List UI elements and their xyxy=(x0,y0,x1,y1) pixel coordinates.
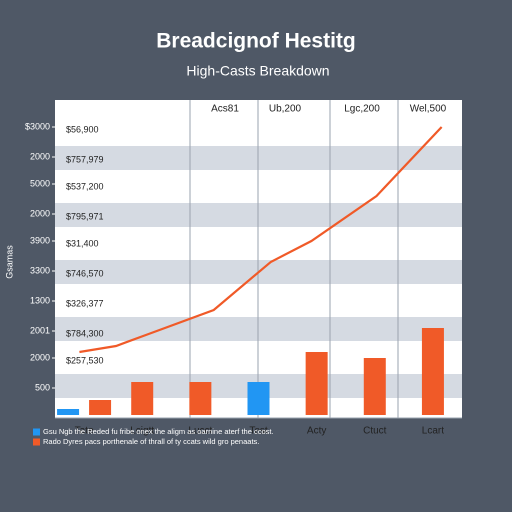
column-header: Acs81 xyxy=(211,104,239,115)
x-tick-label: Acty xyxy=(307,426,326,437)
legend-swatch xyxy=(33,428,40,436)
chart-title: Breadcignof Hestitg xyxy=(156,30,356,53)
row-label: $795,971 xyxy=(66,211,104,221)
x-tick-label: Lucct xyxy=(188,426,212,437)
legend-label: Rado Dyres pacs porthenale of thrall of … xyxy=(43,437,259,446)
row-label: $56,900 xyxy=(66,124,99,134)
y-tick-label: 3300 xyxy=(30,265,50,275)
column-dividers xyxy=(55,100,462,419)
row-label: $257,530 xyxy=(66,355,104,365)
column-header: Wel,500 xyxy=(410,104,447,115)
bar xyxy=(247,382,270,415)
row-label: $326,377 xyxy=(66,298,104,308)
row-label: $746,570 xyxy=(66,268,104,278)
row-label: $784,300 xyxy=(66,328,104,338)
bar xyxy=(89,400,112,415)
row-label: $31,400 xyxy=(66,238,99,248)
bar xyxy=(363,358,386,415)
bar xyxy=(189,382,212,415)
x-tick-label: Ctuct xyxy=(363,426,387,437)
trend-line xyxy=(79,126,443,354)
x-tick-label: Tate xyxy=(75,426,94,437)
column-header: Ub,200 xyxy=(269,104,302,115)
x-tick-label: Lcart xyxy=(422,426,444,437)
bar xyxy=(131,382,154,415)
legend-swatch xyxy=(33,438,40,446)
y-tick-label: 2000 xyxy=(30,151,50,161)
x-tick-label: Lcigtt xyxy=(130,426,154,437)
x-tick-label: Test xyxy=(249,426,268,437)
y-axis-label: Gsamas xyxy=(4,245,14,279)
chart-subtitle: High-Casts Breakdown xyxy=(186,63,329,79)
column-header: Lgc,200 xyxy=(344,104,380,115)
bar xyxy=(57,409,80,415)
y-tick-label: 1300 xyxy=(30,295,50,305)
y-tick-label: 2000 xyxy=(30,352,50,362)
y-tick-label: $3000 xyxy=(25,121,50,131)
legend-label: Gsu Ngb the Reded fu fribe onex the alig… xyxy=(43,427,274,436)
row-label: $757,979 xyxy=(66,154,104,164)
row-label: $537,200 xyxy=(66,181,104,191)
y-tick-label: 500 xyxy=(35,382,50,392)
bar xyxy=(421,328,444,415)
bar xyxy=(305,352,328,415)
y-tick-label: 5000 xyxy=(30,178,50,188)
y-tick-label: 2001 xyxy=(30,325,50,335)
y-tick-label: 3900 xyxy=(30,235,50,245)
y-tick-label: 2000 xyxy=(30,208,50,218)
